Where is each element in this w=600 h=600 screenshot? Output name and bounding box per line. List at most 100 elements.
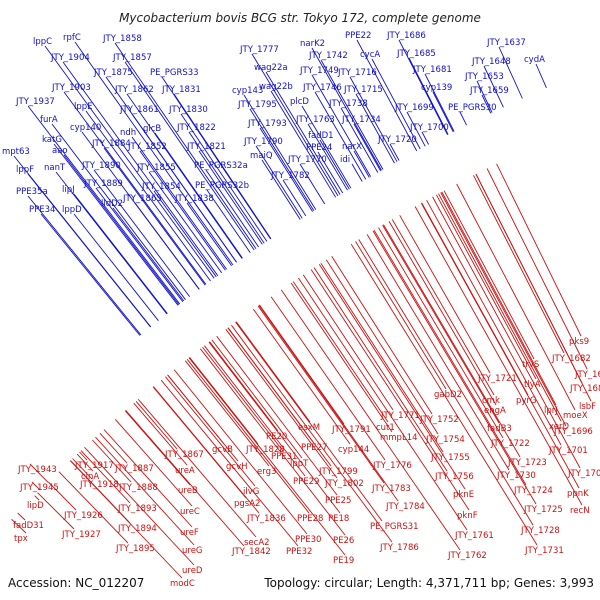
- gene-label-forward: JTY_1738: [328, 99, 368, 109]
- leader-line-forward: [124, 61, 255, 251]
- gene-label-reverse: pknF: [457, 511, 478, 521]
- leader-line-forward: [249, 108, 315, 211]
- gene-label-reverse: JTY_1887: [114, 464, 154, 474]
- gene-label-reverse: JTY_1761: [454, 531, 494, 541]
- gene-label-forward: JTY_1861: [119, 105, 159, 115]
- leader-line-reverse: [414, 206, 583, 506]
- leader-line-forward: [481, 94, 492, 114]
- leader-line-forward: [74, 41, 234, 266]
- leader-line-forward: [459, 111, 467, 126]
- leader-line-forward: [148, 171, 223, 274]
- gene-label-forward: JTY_1862: [114, 85, 154, 95]
- leader-line-forward: [180, 113, 268, 242]
- leader-line-reverse: [135, 401, 178, 450]
- leader-line-reverse: [331, 256, 433, 415]
- gene-label-forward: lppC: [33, 37, 52, 47]
- leader-line-reverse: [235, 321, 383, 522]
- leader-line-forward: [307, 123, 348, 191]
- leader-line-forward: [153, 190, 217, 278]
- gene-label-forward: JTY_1795: [237, 100, 277, 110]
- gene-label-reverse: PPE30: [295, 535, 321, 545]
- leader-line-reverse: [17, 512, 26, 521]
- gene-label-reverse: JTY_1926: [63, 511, 103, 521]
- leader-line-reverse: [225, 329, 338, 479]
- gene-label-forward: JTY_1782: [270, 171, 310, 181]
- leader-line-forward: [114, 42, 257, 250]
- leader-line-reverse: [165, 376, 256, 487]
- gene-label-forward: katG: [42, 135, 62, 145]
- leader-line-forward: [340, 107, 379, 173]
- leader-line-reverse: [153, 386, 260, 514]
- gene-label-reverse: JTY_1943: [17, 465, 57, 475]
- leader-line-reverse: [391, 219, 495, 396]
- leader-line-forward: [408, 57, 449, 135]
- gene-label-forward: PPE24: [306, 143, 332, 153]
- gene-label-reverse: trvS: [522, 360, 539, 370]
- leader-line-reverse: [432, 196, 581, 469]
- leader-line-forward: [320, 59, 384, 170]
- leader-line-reverse: [298, 277, 468, 531]
- gene-label-reverse: ureG: [182, 546, 203, 556]
- gene-label-reverse: pks9: [569, 337, 589, 347]
- leader-line-reverse: [202, 346, 284, 452]
- leader-line-reverse: [325, 259, 439, 435]
- gene-label-reverse: PPE27: [301, 443, 327, 453]
- gene-label-reverse: gcvH: [226, 462, 248, 472]
- leader-line-forward: [265, 71, 341, 195]
- leader-line-forward: [206, 189, 251, 253]
- gene-label-forward: aao: [52, 146, 68, 156]
- leader-line-reverse: [382, 224, 500, 424]
- gene-label-forward: PPE35a: [16, 187, 48, 197]
- gene-label-forward: JTY_1770: [287, 155, 327, 165]
- gene-label-forward: furA: [40, 115, 58, 125]
- gene-label-reverse: JTY_1754: [425, 435, 465, 445]
- gene-label-forward: narX: [342, 142, 362, 152]
- gene-label-reverse: JTY_1945: [19, 483, 59, 493]
- gene-label-reverse: JTY_1786: [379, 543, 419, 553]
- gene-label-forward: mpt63: [2, 147, 30, 157]
- leader-line-reverse: [358, 239, 534, 526]
- leader-line-reverse: [290, 282, 393, 433]
- gene-label-reverse: JTY_1771: [380, 411, 420, 421]
- gene-label-forward: plcD: [290, 97, 309, 107]
- gene-label-reverse: lprJ: [544, 406, 558, 416]
- leader-line-reverse: [84, 446, 195, 566]
- gene-label-forward: JTY_1857: [112, 53, 152, 63]
- leader-line-reverse: [124, 410, 191, 486]
- gene-label-forward: PE_PGRS32a: [194, 161, 248, 171]
- gene-label-forward: PPE34: [29, 205, 55, 215]
- gene-label-forward: PPE22: [345, 31, 371, 41]
- gene-label-reverse: pknE: [453, 490, 474, 500]
- leader-line-reverse: [231, 324, 393, 543]
- gene-label-forward: JTY_1637: [486, 38, 526, 48]
- leader-line-forward: [27, 173, 151, 328]
- leader-line-reverse: [114, 419, 193, 507]
- gene-label-forward: JTY_1831: [161, 85, 201, 95]
- gene-label-reverse: lsbF: [579, 402, 596, 412]
- leader-line-reverse: [438, 193, 562, 422]
- leader-line-reverse: [313, 267, 448, 472]
- gene-label-forward: lppE: [74, 102, 93, 112]
- leader-line-forward: [314, 91, 367, 180]
- gene-label-reverse: tlyA: [524, 380, 541, 390]
- gene-label-reverse: ilvG: [243, 487, 259, 497]
- gene-label-reverse: JTY_1836: [246, 514, 286, 524]
- gene-label-reverse: JTY_1752: [419, 415, 459, 425]
- leader-line-reverse: [29, 463, 49, 483]
- leader-line-forward: [27, 105, 181, 305]
- leader-line-reverse: [253, 308, 351, 445]
- gene-label-reverse: PE26: [333, 536, 354, 546]
- gene-label-reverse: secA2: [244, 538, 270, 548]
- leader-line-reverse: [292, 281, 389, 423]
- gene-label-forward: PE_PGRS33: [150, 68, 199, 78]
- gene-label-reverse: JTY_1842: [231, 547, 271, 557]
- leader-line-forward: [63, 154, 180, 305]
- leader-line-reverse: [160, 379, 299, 547]
- leader-line-forward: [95, 187, 184, 302]
- gene-label-reverse: JTY_1802: [324, 479, 364, 489]
- leader-line-forward: [282, 179, 307, 217]
- leader-line-reverse: [257, 305, 385, 484]
- leader-line-reverse: [475, 173, 592, 402]
- leader-line-forward: [270, 90, 337, 198]
